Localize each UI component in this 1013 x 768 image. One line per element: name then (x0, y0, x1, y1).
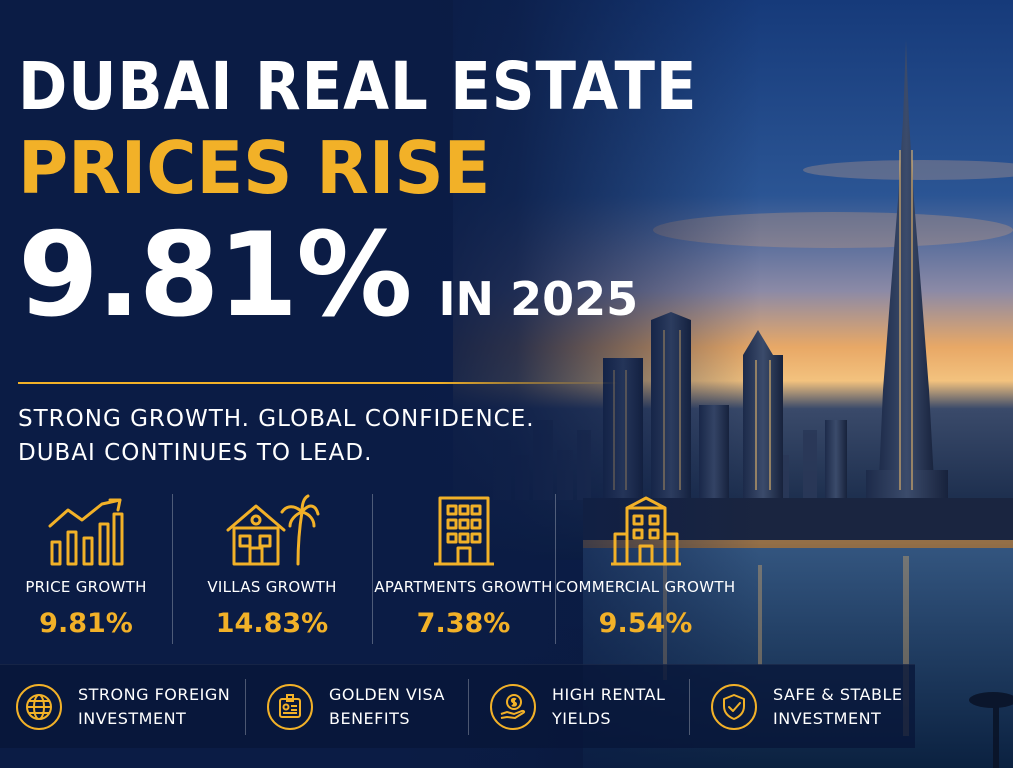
apartment-building-icon (372, 488, 555, 568)
tagline-line2: DUBAI CONTINUES TO LEAD. (18, 440, 373, 466)
benefit-foreign-investment: STRONG FOREIGN INVESTMENT (0, 675, 245, 739)
stat-apartments-growth: APARTMENTS GROWTH 7.38% (372, 488, 555, 648)
globe-pin-icon (16, 683, 62, 730)
benefit-line1: GOLDEN VISA (329, 684, 445, 704)
benefit-line1: SAFE & STABLE (773, 684, 903, 704)
stat-value: 9.81% (39, 608, 133, 639)
benefit-safe-stable: SAFE & STABLE INVESTMENT (689, 675, 915, 739)
stat-villas-growth: VILLAS GROWTH 14.83% (172, 488, 372, 648)
villa-palm-icon (172, 488, 372, 568)
left-gradient-overlay (0, 0, 760, 768)
benefit-line2: BENEFITS (329, 708, 411, 728)
stat-price-growth: PRICE GROWTH 9.81% (0, 488, 172, 648)
benefit-text: GOLDEN VISA BENEFITS (329, 683, 445, 731)
benefits-bar: STRONG FOREIGN INVESTMENT GOLDEN VISA BE… (0, 664, 915, 748)
stat-label: COMMERCIAL GROWTH (555, 578, 736, 596)
money-hand-icon (490, 683, 536, 730)
commercial-building-icon (555, 488, 736, 568)
benefit-text: SAFE & STABLE INVESTMENT (773, 683, 903, 731)
headline-figure: 9.81% IN 2025 (18, 216, 698, 336)
tagline-line1: STRONG GROWTH. GLOBAL CONFIDENCE. (18, 406, 535, 432)
stat-value: 14.83% (215, 608, 329, 639)
benefit-line1: STRONG FOREIGN (78, 684, 231, 704)
headline-line2: PRICES RISE (18, 126, 491, 210)
headline-percentage: 9.81% (18, 208, 412, 343)
stats-row: PRICE GROWTH 9.81% VILLAS GROWTH 14.83% (0, 488, 736, 648)
growth-chart-icon (0, 488, 172, 568)
benefit-golden-visa: GOLDEN VISA BENEFITS (245, 675, 468, 739)
stat-value: 9.54% (598, 608, 693, 639)
headline-line1: DUBAI REAL ESTATE (18, 48, 698, 125)
benefit-text: HIGH RENTAL YIELDS (552, 683, 665, 731)
stat-commercial-growth: COMMERCIAL GROWTH 9.54% (555, 488, 736, 648)
headline-year: IN 2025 (438, 272, 639, 326)
id-card-icon (267, 683, 313, 730)
stat-label: VILLAS GROWTH (207, 578, 337, 596)
benefit-line2: YIELDS (552, 708, 611, 728)
shield-check-icon (711, 683, 757, 730)
headline: DUBAI REAL ESTATE PRICES RISE 9.81% IN 2… (18, 48, 698, 336)
benefit-text: STRONG FOREIGN INVESTMENT (78, 683, 230, 731)
stat-label: APARTMENTS GROWTH (374, 578, 553, 596)
benefit-line1: HIGH RENTAL (552, 684, 666, 704)
benefit-line2: INVESTMENT (78, 708, 187, 728)
tagline: STRONG GROWTH. GLOBAL CONFIDENCE. DUBAI … (18, 402, 535, 470)
divider-rule (18, 382, 618, 384)
stat-value: 7.38% (416, 608, 511, 639)
benefit-rental-yields: HIGH RENTAL YIELDS (468, 675, 689, 739)
benefit-line2: INVESTMENT (773, 708, 882, 728)
stat-label: PRICE GROWTH (25, 578, 147, 596)
